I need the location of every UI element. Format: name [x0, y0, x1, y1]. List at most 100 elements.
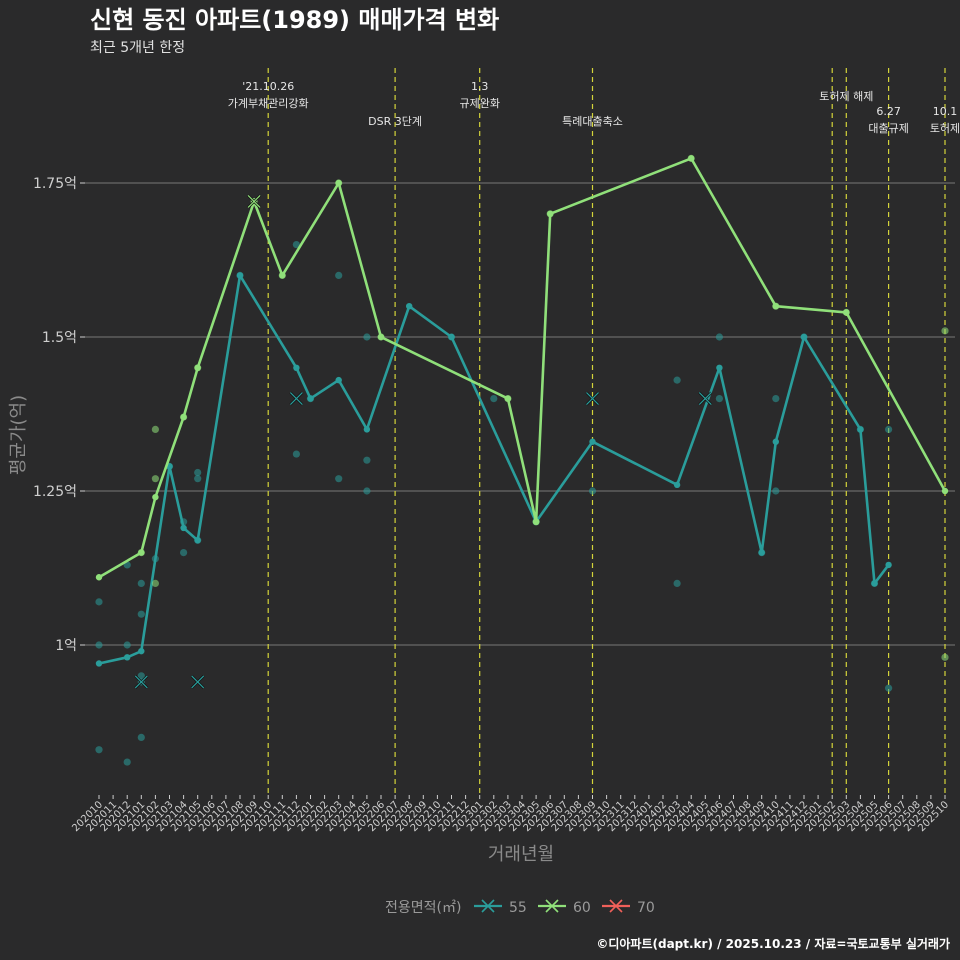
series-60 [95, 154, 949, 661]
data-point [885, 684, 893, 692]
line-vertex [307, 395, 314, 402]
y-tick-label: 1.5억 [42, 330, 77, 346]
cross-marker-inner [191, 675, 205, 689]
chart-subtitle: 최근 5개년 한정 [90, 40, 185, 56]
line-vertex [138, 549, 145, 556]
data-point [673, 579, 681, 588]
chart-title: 신현 동진 아파트(1989) 매매가격 변화 [90, 6, 499, 34]
data-point [95, 598, 103, 606]
line-vertex [504, 395, 512, 402]
line-vertex [772, 303, 779, 310]
data-point [715, 395, 724, 403]
data-point [137, 579, 145, 588]
line-vertex [871, 580, 878, 587]
x-axis-title: 거래년월 [488, 844, 554, 865]
line-vertex [180, 524, 187, 532]
event-label: '21.10.26 가계부채관리강화 [228, 80, 309, 110]
event-label: 10.1 토허제 [930, 105, 960, 135]
data-point [95, 641, 103, 649]
line-vertex [758, 549, 765, 556]
line-vertex [857, 426, 864, 433]
y-tick-label: 1.75억 [33, 176, 77, 192]
data-point [941, 653, 949, 661]
y-tick-label: 1억 [55, 638, 77, 654]
line-vertex [377, 333, 385, 341]
line-vertex [673, 481, 681, 489]
line-vertex [95, 660, 103, 667]
data-point [151, 475, 159, 483]
data-point [137, 610, 145, 618]
data-point [151, 579, 159, 588]
line-vertex [688, 155, 695, 162]
line-vertex [180, 413, 187, 421]
data-point [715, 333, 724, 341]
line-vertex [716, 364, 723, 371]
data-point [772, 487, 780, 495]
data-point [363, 456, 371, 464]
data-point [95, 746, 103, 754]
y-tick-label: 1.25억 [33, 484, 77, 500]
line-vertex [152, 493, 159, 501]
series-line [98, 274, 890, 665]
data-point [123, 641, 131, 649]
event-label: 6.27 대출규제 [868, 105, 908, 135]
cross-marker-inner [247, 195, 261, 208]
cross-marker-inner [134, 675, 148, 689]
legend-key-60 [538, 899, 566, 913]
data-point [137, 672, 145, 680]
line-vertex [941, 487, 949, 495]
y-axis-title: 평균가(억) [8, 395, 29, 475]
cross-marker-inner [698, 392, 712, 406]
line-vertex [843, 309, 850, 316]
data-point [292, 241, 300, 249]
data-point [490, 395, 498, 403]
y-axis: 1억 1.25억 1.5억 1.75억 [33, 176, 85, 654]
data-point [673, 376, 681, 384]
line-vertex [194, 364, 201, 371]
cross-marker-inner [289, 392, 303, 406]
line-vertex [236, 272, 244, 279]
series-55 [95, 241, 893, 766]
line-vertex [532, 518, 540, 525]
line-vertex [589, 438, 596, 445]
line-vertex [194, 537, 201, 544]
legend-cross [481, 899, 495, 913]
data-point [194, 475, 202, 483]
legend-label: 55 [509, 900, 527, 916]
data-point [588, 487, 597, 495]
data-point [292, 450, 300, 458]
legend-title: 전용면적(㎡) [385, 900, 461, 916]
line-vertex [448, 333, 455, 341]
legend-label: 70 [637, 900, 655, 916]
data-point [194, 468, 202, 477]
line-vertex [335, 179, 342, 187]
data-point [137, 733, 145, 742]
x-axis: 2020102020112020122021012021022021032021… [70, 795, 951, 834]
data-point [941, 327, 949, 335]
line-vertex [800, 333, 808, 341]
data-point [180, 549, 188, 557]
credit-text: ©디아파트(dapt.kr) / 2025.10.23 / 자료=국토교통부 실… [596, 936, 950, 951]
legend-cross [545, 899, 559, 913]
line-vertex [772, 438, 779, 445]
line-vertex [335, 376, 342, 384]
line-vertex [95, 574, 103, 581]
legend-key-55 [474, 899, 502, 913]
data-point [335, 475, 343, 483]
data-point [363, 487, 371, 495]
data-point [885, 425, 893, 433]
event-label: DSR 3단계 [368, 115, 422, 128]
data-point [123, 758, 131, 766]
series-line [98, 157, 947, 579]
event-label: 토허제 해제 [819, 89, 873, 103]
data-point [335, 271, 343, 279]
y-gridlines [85, 182, 955, 646]
data-point [363, 333, 371, 341]
data-point [151, 425, 159, 433]
line-vertex [293, 364, 300, 371]
legend-cross [609, 899, 623, 913]
line-vertex [138, 647, 145, 655]
line-vertex [885, 561, 892, 569]
legend-label: 60 [573, 900, 591, 916]
